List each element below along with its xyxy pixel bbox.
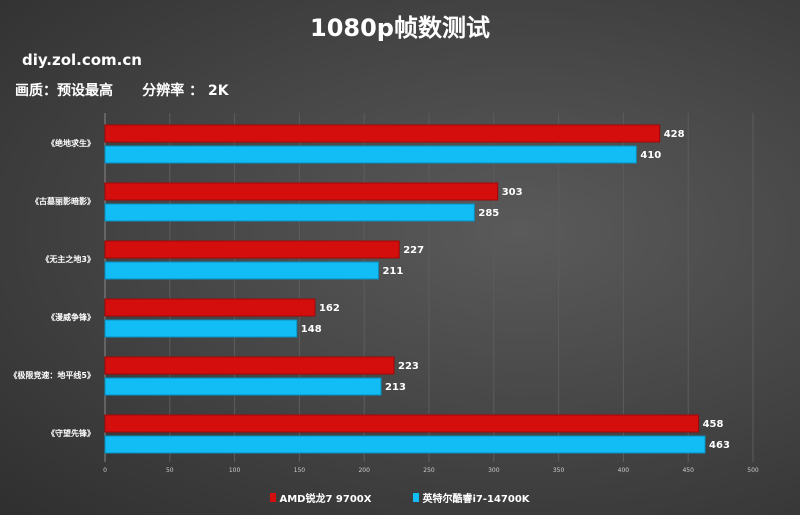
x-tick-label: 500 (747, 467, 759, 474)
x-tick-label: 150 (294, 467, 306, 474)
data-label: 223 (398, 361, 419, 372)
bar-amd (104, 182, 499, 201)
data-label: 463 (709, 440, 730, 451)
bar-amd (104, 414, 700, 433)
category-label: 《守望先锋》 (47, 428, 95, 438)
bar-intel (104, 261, 379, 280)
bar-intel (104, 145, 637, 164)
legend: AMD锐龙7 9700X 英特尔酷睿i7-14700K (0, 490, 800, 505)
legend-label: 英特尔酷睿i7-14700K (422, 494, 530, 505)
bar-amd (104, 356, 395, 375)
legend-item: AMD锐龙7 9700X (270, 490, 371, 505)
data-label: 303 (502, 187, 523, 198)
chart-subtitle: 画质：预设最高 分辨率 ： 2K (15, 83, 229, 99)
x-tick-label: 250 (423, 467, 435, 474)
x-tick-label: 350 (553, 467, 565, 474)
x-tick-label: 100 (229, 467, 241, 474)
category-label: 《漫威争锋》 (47, 312, 95, 322)
bar-amd (104, 124, 661, 143)
legend-swatch (270, 493, 277, 502)
data-label: 148 (301, 324, 322, 335)
bar-intel (104, 203, 475, 222)
legend-label: AMD锐龙7 9700X (279, 494, 372, 505)
data-label: 213 (385, 382, 406, 393)
bar-intel (104, 435, 706, 454)
data-label: 227 (403, 245, 424, 256)
x-tick-label: 300 (488, 467, 500, 474)
chart-title: 1080p帧数测试 (310, 14, 490, 42)
bar-amd (104, 240, 400, 259)
watermark-site: diy.zol.com.cn (22, 51, 142, 69)
bar-intel (104, 377, 382, 396)
data-label: 428 (664, 129, 685, 140)
data-label: 458 (703, 419, 724, 430)
bar-amd (104, 298, 316, 317)
x-tick-label: 50 (166, 467, 174, 474)
category-label: 《绝地求生》 (47, 138, 95, 148)
data-label: 410 (640, 150, 661, 161)
legend-item: 英特尔酷睿i7-14700K (413, 490, 530, 505)
bar-intel (104, 319, 298, 338)
x-tick-label: 200 (358, 467, 370, 474)
x-tick-label: 0 (103, 467, 107, 474)
category-label: 《无主之地3》 (41, 254, 95, 264)
legend-swatch (413, 493, 420, 502)
x-tick-label: 400 (618, 467, 630, 474)
data-label: 162 (319, 303, 340, 314)
x-tick-label: 450 (682, 467, 694, 474)
data-label: 285 (478, 208, 499, 219)
data-label: 211 (382, 266, 403, 277)
category-label: 《古墓丽影暗影》 (31, 196, 95, 206)
category-label: 《极限竞速：地平线5》 (9, 370, 95, 380)
